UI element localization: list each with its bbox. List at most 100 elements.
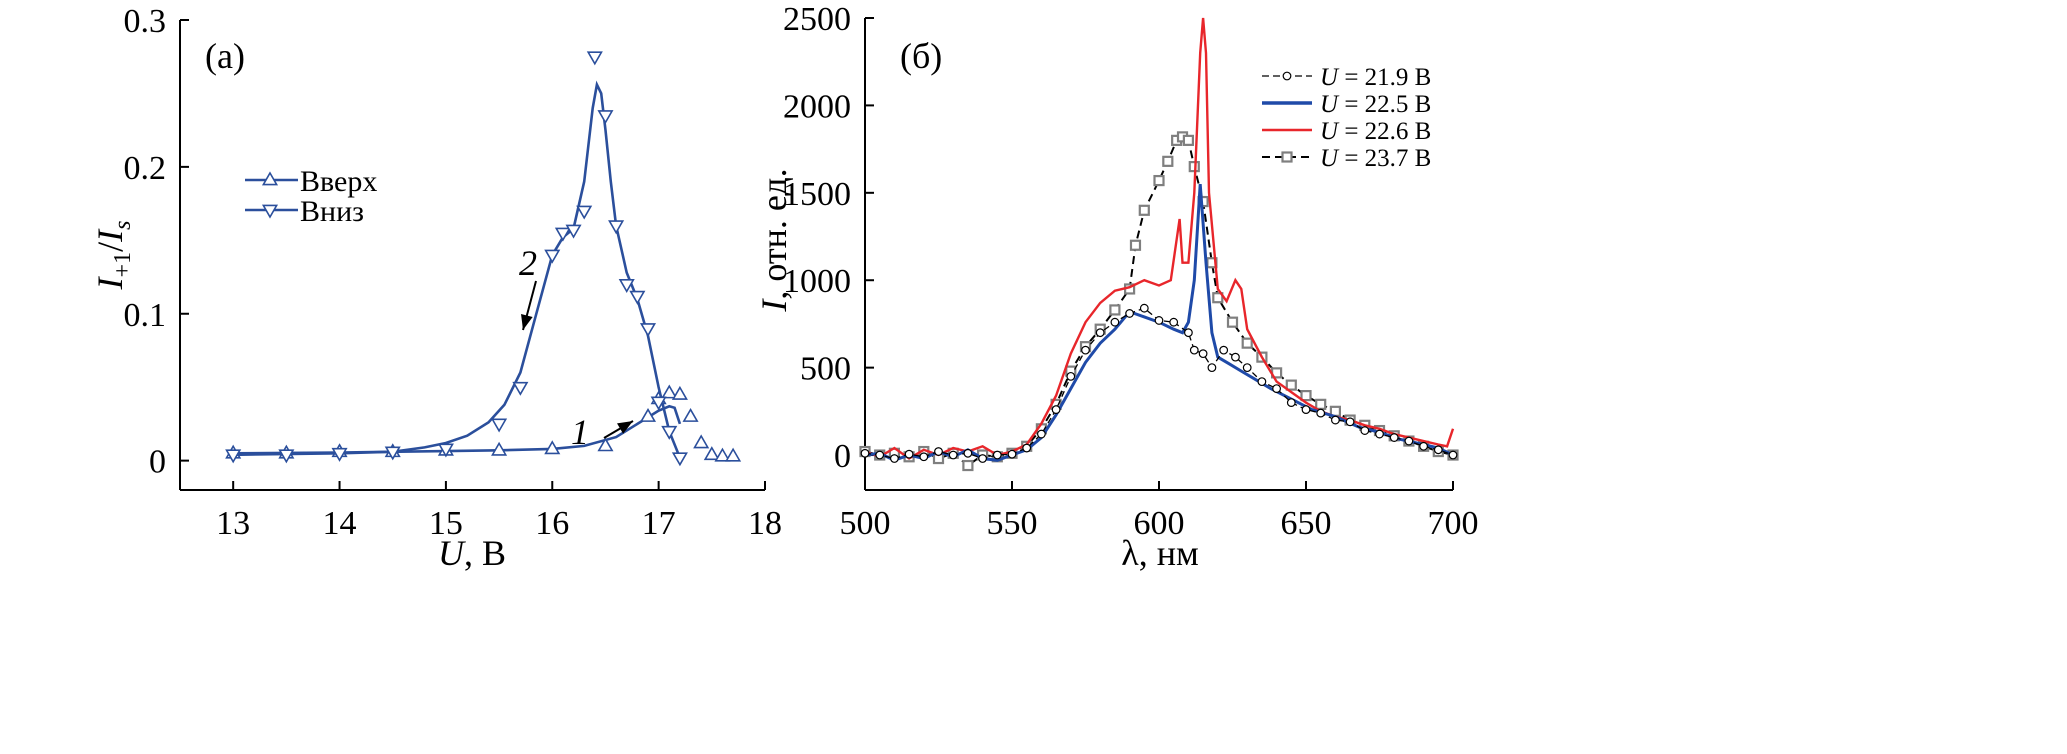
data-point-marker [629,290,646,305]
data-point-marker [1183,328,1193,338]
x-axis-label: U, В [438,533,506,573]
data-point-marker [618,279,635,293]
data-point-marker [1226,316,1239,328]
x-tick-label: 17 [642,505,676,542]
series-line [233,80,682,459]
data-point-marker [1375,429,1384,439]
y-tick-label: 0 [149,444,166,481]
data-point-marker [1301,405,1311,414]
data-point-marker [1125,309,1134,318]
data-point-marker [1189,345,1199,355]
data-point-marker [608,220,625,235]
legend-marker [1282,71,1292,81]
data-point-marker [1162,155,1174,167]
data-point-marker [544,440,561,455]
data-point-marker [1330,415,1340,425]
data-point-marker [437,443,454,458]
data-point-marker [1066,371,1076,381]
legend: U = 21.9 ВU = 22.5 ВU = 22.6 ВU = 23.7 В [1262,64,1431,172]
legend-label: U = 22.6 В [1320,118,1431,145]
data-point-marker [544,249,561,264]
data-point-marker [671,385,688,400]
data-point-marker [1153,174,1165,187]
data-point-marker [1129,239,1142,251]
legend-label: Вверх [300,165,377,198]
legend-marker [261,171,279,186]
data-point-marker [1257,377,1267,387]
data-point-marker [682,407,699,422]
data-point-marker [491,441,508,456]
y-tick-label: 0.1 [124,297,167,334]
data-point-marker [512,381,529,396]
y-tick-label: 0.2 [124,150,167,187]
data-point-marker [1345,417,1355,427]
data-point-marker [1285,379,1297,391]
data-point-marker [586,51,603,66]
data-point-marker [1207,363,1217,373]
data-point-marker [860,448,870,458]
x-tick-label: 550 [987,505,1038,542]
panel-label: (a) [205,36,245,76]
data-point-marker [671,452,688,467]
data-point-marker [1007,449,1017,459]
data-point-marker [1212,292,1224,304]
y-tick-label: 1500 [783,176,851,213]
y-tick-label: 2500 [783,1,851,38]
data-point-marker [1110,317,1120,327]
series-line [864,307,1454,460]
data-point-marker [650,396,667,411]
data-point-marker [554,227,571,242]
data-point-marker [1231,352,1240,362]
data-point-marker [1242,363,1252,373]
data-point-marker [1095,328,1105,338]
data-point-marker [1022,443,1032,453]
data-point-marker [597,437,614,452]
x-axis-label: λ, нм [1121,533,1199,573]
data-point-marker [1272,384,1281,394]
data-point-marker [875,450,885,460]
data-point-marker [1109,304,1121,316]
series-line [864,135,1454,467]
chart-panel-b: 500 550 600 650 700 0 500 1000 1500 2000 2500 (б) U … [754,1,1479,573]
data-point-marker [1315,398,1327,410]
x-tick-label: 700 [1428,505,1479,542]
x-tick-label: 18 [748,505,782,542]
legend-label: U = 22.5 В [1320,91,1431,118]
curve-1-arrow-head [617,421,633,434]
data-point-marker [1316,408,1326,418]
legend-marker [261,204,279,219]
curve-label-1: 1 [571,412,589,452]
x-tick-label: 600 [1134,505,1185,542]
data-point-marker [278,449,295,464]
series [860,303,1458,463]
data-point-marker [576,205,593,220]
data-point-marker [225,449,242,464]
data-point-marker [661,384,678,399]
legend-label: Вниз [300,195,364,228]
data-point-marker [1081,345,1090,355]
data-point-marker [963,448,973,458]
data-point-marker [565,224,582,239]
x-tick-label: 15 [429,505,463,542]
y-tick-label: 0.3 [124,3,167,40]
data-point-marker [1286,398,1296,407]
data-point-marker [962,459,974,472]
panel-label: (б) [900,36,942,76]
data-point-marker [992,450,1002,460]
data-point-marker [1036,429,1046,439]
data-point-marker [714,447,731,462]
y-tick-label: 1000 [783,263,851,300]
data-point-marker [331,447,348,462]
data-point-marker [639,323,657,338]
data-point-marker [703,446,720,461]
x-tick-label: 650 [1281,505,1332,542]
x-tick-label: 16 [535,505,569,542]
data-point-marker [1360,426,1370,435]
legend-marker [1281,151,1293,163]
data-point-marker [661,425,678,440]
data-point-marker [1139,303,1149,313]
data-point-marker [919,452,929,462]
data-point-marker [1154,316,1164,325]
